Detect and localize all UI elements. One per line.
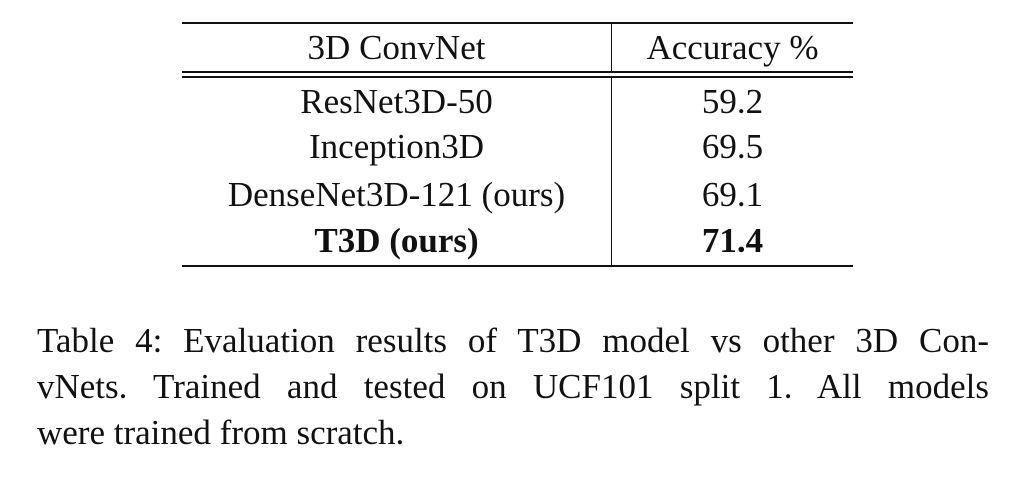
cell-model: DenseNet3D-121 (ours) (182, 170, 612, 218)
cell-accuracy: 69.1 (701, 174, 764, 214)
table-header: 3D ConvNet Accuracy % (182, 23, 853, 78)
table-row: DenseNet3D-121 (ours) 69.1 (182, 170, 853, 218)
table-body: ResNet3D-50 59.2 Inception3D 69.5 DenseN… (182, 74, 853, 267)
caption-line: Table 4: Evaluation results of T3D model… (37, 321, 989, 360)
table-caption: Table 4: Evaluation results of T3D model… (37, 318, 989, 456)
table-row-highlight: T3D (ours) 71.4 (182, 218, 853, 267)
table-row: Inception3D 69.5 (182, 122, 853, 170)
cell-accuracy: 71.4 (611, 218, 853, 267)
cell-accuracy: 69.5 (701, 126, 764, 166)
header-accuracy: Accuracy % (611, 23, 853, 78)
cell-model: ResNet3D-50 (182, 74, 612, 122)
header-model: 3D ConvNet (182, 23, 612, 78)
caption-line: were trained from scratch. (37, 413, 405, 452)
cell-accuracy: 59.2 (701, 82, 764, 122)
results-table: 3D ConvNet Accuracy % ResNet3D-50 59.2 I… (182, 22, 853, 267)
table-row: ResNet3D-50 59.2 (182, 74, 853, 122)
cell-model: T3D (ours) (182, 218, 612, 267)
cell-model: Inception3D (182, 122, 612, 170)
results-table-container: 3D ConvNet Accuracy % ResNet3D-50 59.2 I… (182, 22, 853, 267)
header-row: 3D ConvNet Accuracy % (182, 23, 853, 78)
caption-line: vNets. Trained and tested on UCF101 spli… (37, 367, 989, 406)
